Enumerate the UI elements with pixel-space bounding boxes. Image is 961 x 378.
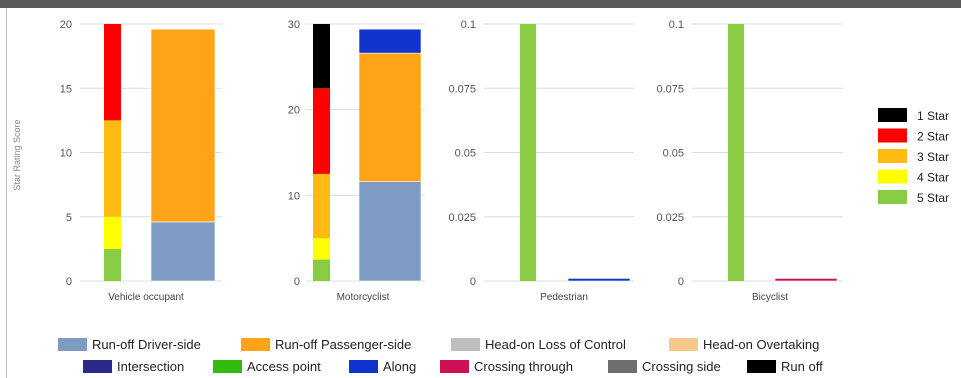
crash-bar-segment	[150, 221, 216, 282]
crash-legend-label: Head-on Overtaking	[703, 337, 819, 352]
crash-legend-swatch	[213, 360, 242, 373]
star-band-segment	[104, 216, 121, 249]
star-legend-label: 2 Star	[917, 130, 949, 144]
category-label: Motorcyclist	[337, 292, 390, 303]
star-band-segment	[520, 24, 536, 281]
y-tick-label: 0.025	[448, 212, 476, 224]
y-axis-label: Star Rating Score	[12, 119, 22, 190]
category-label: Pedestrian	[540, 292, 588, 303]
window-top-bar	[0, 0, 961, 8]
crash-legend-label: Run off	[781, 359, 823, 374]
y-tick-label: 0.1	[669, 19, 684, 31]
star-band-segment	[104, 248, 121, 281]
star-legend-swatch	[878, 128, 907, 143]
crash-legend-label: Run-off Driver-side	[92, 337, 201, 352]
y-tick-label: 0.075	[656, 83, 684, 95]
crash-legend-swatch	[451, 338, 480, 351]
crash-legend-swatch	[440, 360, 469, 373]
crash-legend-label: Crossing through	[474, 359, 573, 374]
star-legend-swatch	[878, 190, 907, 204]
star-band-segment	[104, 120, 121, 217]
y-tick-label: 30	[288, 19, 300, 31]
crash-bar-segment	[358, 52, 422, 182]
y-tick-label: 0.025	[656, 212, 684, 224]
crash-legend-label: Crossing side	[642, 359, 721, 374]
star-band-segment	[313, 88, 330, 174]
crash-legend-swatch	[747, 360, 776, 373]
star-band-segment	[313, 238, 330, 260]
crash-legend-swatch	[58, 338, 87, 351]
crash-legend-swatch	[241, 338, 270, 351]
crash-legend-label: Intersection	[117, 359, 184, 374]
y-tick-label: 0.1	[461, 19, 476, 31]
left-divider	[6, 8, 7, 378]
y-tick-label: 0	[294, 276, 300, 288]
y-tick-label: 5	[66, 212, 72, 224]
star-legend-label: 4 Star	[917, 171, 949, 185]
y-tick-label: 0	[66, 276, 72, 288]
star-legend-label: 1 Star	[917, 109, 949, 123]
star-legend-label: 5 Star	[917, 191, 949, 205]
crash-legend-swatch	[349, 360, 378, 373]
crash-legend-label: Access point	[247, 359, 321, 374]
y-tick-label: 10	[288, 190, 300, 202]
crash-legend-label: Head-on Loss of Control	[485, 337, 626, 352]
crash-bar-segment	[567, 278, 631, 282]
crash-bar-segment	[150, 28, 216, 223]
star-band-segment	[104, 24, 121, 121]
y-tick-label: 0.05	[663, 148, 684, 160]
panel-motorcyclist: 0 10 20 30 Motorcyclist	[288, 19, 425, 303]
panel-pedestrian: 0 0.025 0.05 0.075 0.1 Pedestrian	[448, 19, 634, 303]
crash-legend-label: Along	[383, 359, 416, 374]
star-legend-swatch	[878, 169, 907, 184]
category-label: Bicyclist	[752, 292, 788, 303]
panel-bicyclist: 0 0.025 0.05 0.075 0.1 Bicyclist	[656, 19, 843, 303]
star-band-segment	[313, 173, 330, 239]
star-legend: 1 Star 2 Star 3 Star 4 Star 5 Star	[878, 108, 949, 205]
y-tick-label: 10	[60, 148, 72, 160]
star-band-segment	[728, 24, 744, 281]
star-band-segment	[313, 259, 330, 281]
crash-bar-segment	[358, 28, 422, 54]
star-legend-swatch	[878, 108, 907, 122]
crash-bar-segment	[358, 181, 422, 282]
crash-legend: Run-off Driver-side Run-off Passenger-sid…	[58, 337, 823, 374]
y-tick-label: 0	[470, 276, 476, 288]
category-label: Vehicle occupant	[108, 292, 184, 303]
star-legend-swatch	[878, 149, 907, 163]
y-tick-label: 20	[288, 105, 300, 117]
panel-vehicle-occupant: 0 5 10 15 20 Vehicle occupant	[60, 19, 222, 303]
y-tick-label: 0.075	[448, 83, 476, 95]
crash-legend-swatch	[669, 338, 698, 351]
star-band-segment	[313, 24, 330, 89]
y-tick-label: 20	[60, 19, 72, 31]
crash-legend-swatch	[608, 360, 637, 373]
y-tick-label: 15	[60, 83, 72, 95]
crash-bar-segment	[774, 278, 838, 282]
chart-panels: 0 5 10 15 20 Vehicle occupant 0 10 20 30 Motorcycl…	[60, 19, 843, 303]
star-legend-label: 3 Star	[917, 150, 949, 164]
y-tick-label: 0	[678, 276, 684, 288]
crash-legend-label: Run-off Passenger-side	[275, 337, 411, 352]
crash-legend-swatch	[83, 360, 112, 373]
y-tick-label: 0.05	[455, 148, 476, 160]
